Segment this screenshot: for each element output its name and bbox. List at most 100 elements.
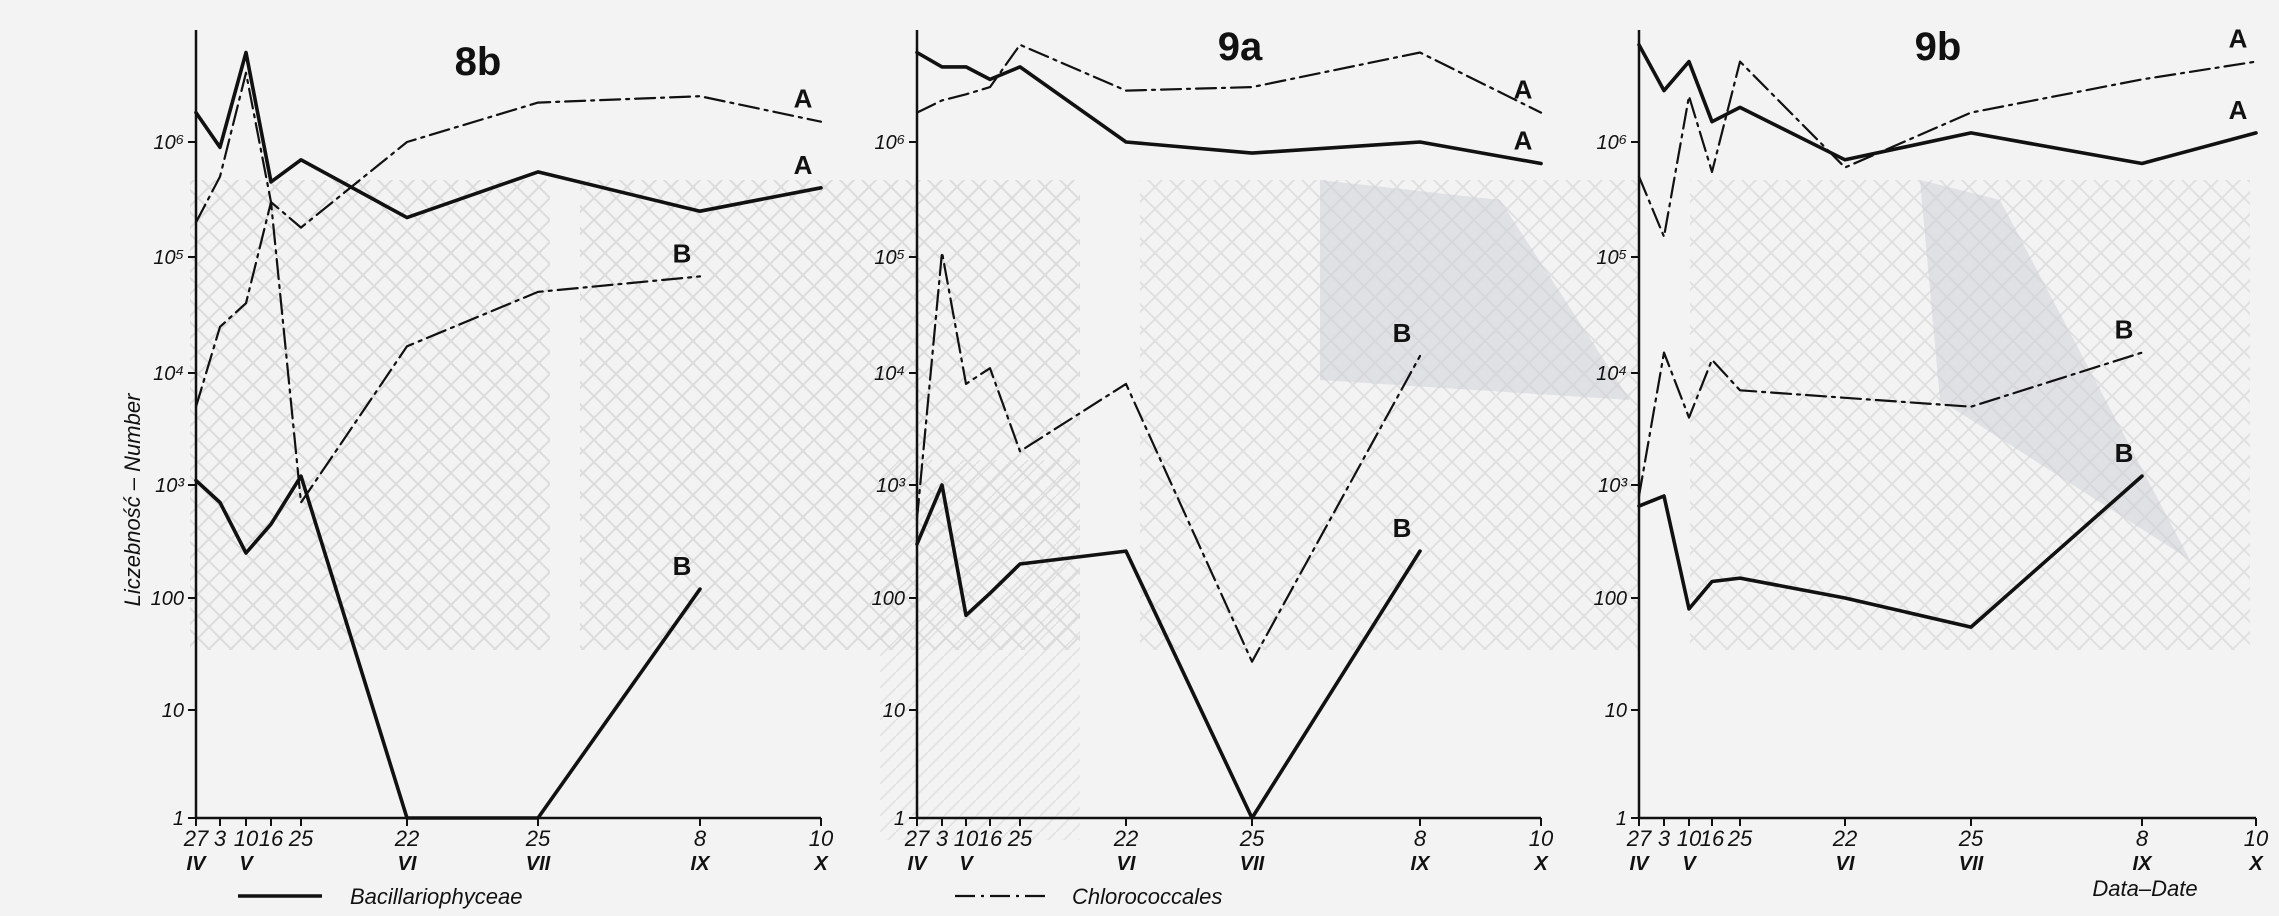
y-tick-label: 10⁶ [1596,132,1627,154]
series-line-b-solid [194,474,702,820]
x-tick-label: 8 [694,826,707,851]
y-tick-label: 10³ [1598,475,1628,497]
background-texture [190,180,2250,840]
series-line-a-dashed [915,43,1543,114]
series-line-a-solid [194,50,823,220]
x-tick-label: 27 [1626,826,1652,851]
series-end-label: B [2115,438,2134,468]
x-tick-label: 10 [1529,826,1554,851]
x-tick-label: 3 [1658,826,1671,851]
x-tick-label: 10 [1677,826,1702,851]
x-tick-month-label: V [239,853,254,875]
x-tick-label: 8 [1414,826,1427,851]
series-end-label: A [2229,24,2248,54]
x-tick-label: 16 [1700,826,1725,851]
x-tick-label: 25 [1727,826,1753,851]
x-tick-label: 22 [394,826,419,851]
series-line-b-dashed [1637,351,2144,498]
y-tick-label: 10⁴ [874,363,905,385]
series-line-b-solid [1637,474,2144,629]
legend-label: Bacillariophyceae [350,884,522,909]
y-axis-title: Liczebność – Number [120,392,145,606]
x-tick-label: 10 [2244,826,2269,851]
x-tick-month-label: V [959,853,974,875]
x-tick-label: 16 [978,826,1003,851]
x-tick-month-label: IX [1411,853,1432,875]
x-tick-month-label: IX [2133,853,2154,875]
y-tick-label: 10⁶ [874,132,905,154]
panel-title: 8b [455,40,502,84]
series-end-label: A [1514,126,1533,156]
x-tick-month-label: VII [526,853,551,875]
y-tick-label: 1 [173,808,184,830]
x-tick-label: 16 [259,826,284,851]
series-line-a-solid [1637,43,2258,166]
y-tick-label: 100 [151,588,184,610]
y-tick-label: 1 [894,808,905,830]
series-end-label: A [794,84,813,114]
x-axis-title: Data–Date [2092,876,2197,901]
x-tick-month-label: VII [1240,853,1265,875]
x-tick-month-label: VI [398,853,417,875]
x-tick-month-label: VII [1959,853,1984,875]
series-line-b-dashed [915,251,1422,663]
y-tick-label: 100 [1594,588,1627,610]
x-tick-month-label: IV [908,853,929,875]
x-tick-label: 10 [954,826,979,851]
x-tick-month-label: X [1533,853,1549,875]
y-tick-label: 10 [162,700,184,722]
x-tick-month-label: IV [1630,853,1651,875]
y-tick-label: 10⁵ [874,247,905,269]
series-line-b-dashed [194,201,702,504]
series-end-label: B [1393,513,1412,543]
y-tick-label: 10⁴ [153,363,184,385]
x-tick-month-label: VI [1117,853,1136,875]
x-tick-label: 10 [234,826,259,851]
x-tick-label: 10 [809,826,834,851]
series-end-label: B [2115,315,2134,345]
series-end-label: B [673,238,692,268]
x-tick-month-label: X [2248,853,2264,875]
series-end-label: A [794,150,813,180]
y-tick-label: 1 [1616,808,1627,830]
series-line-a-dashed [194,71,823,229]
y-tick-label: 10³ [876,475,906,497]
x-tick-label: 22 [1832,826,1857,851]
x-tick-label: 25 [1239,826,1265,851]
x-tick-label: 8 [2136,826,2149,851]
y-tick-label: 10⁵ [1596,247,1627,269]
x-tick-label: 25 [1007,826,1033,851]
series-end-label: A [1514,75,1533,105]
x-tick-label: 25 [288,826,314,851]
y-tick-label: 10 [883,700,905,722]
series-line-a-solid [915,50,1543,166]
y-tick-label: 10⁵ [153,247,184,269]
x-tick-month-label: X [813,853,829,875]
legend: Bacillariophyceae Chlorococcales [238,884,1222,909]
x-tick-month-label: IX [691,853,712,875]
x-tick-label: 27 [904,826,930,851]
panel-title: 9a [1218,25,1263,69]
series-line-b-solid [915,483,1422,820]
x-tick-month-label: VI [1836,853,1855,875]
x-tick-label: 25 [1958,826,1984,851]
legend-label: Chlorococcales [1072,884,1222,909]
series-end-label: B [1393,318,1412,348]
series-line-a-dashed [1637,60,2258,238]
x-tick-label: 22 [1113,826,1138,851]
y-tick-label: 10³ [155,475,185,497]
x-tick-label: 3 [936,826,949,851]
y-tick-label: 10⁴ [1596,363,1627,385]
x-tick-label: 25 [525,826,551,851]
y-tick-label: 10⁶ [153,132,184,154]
x-tick-label: 27 [183,826,209,851]
x-tick-month-label: IV [187,853,208,875]
series-end-label: A [2229,95,2248,125]
x-tick-month-label: V [1682,853,1697,875]
series-end-label: B [673,551,692,581]
y-tick-label: 10 [1605,700,1627,722]
y-tick-label: 100 [872,588,905,610]
